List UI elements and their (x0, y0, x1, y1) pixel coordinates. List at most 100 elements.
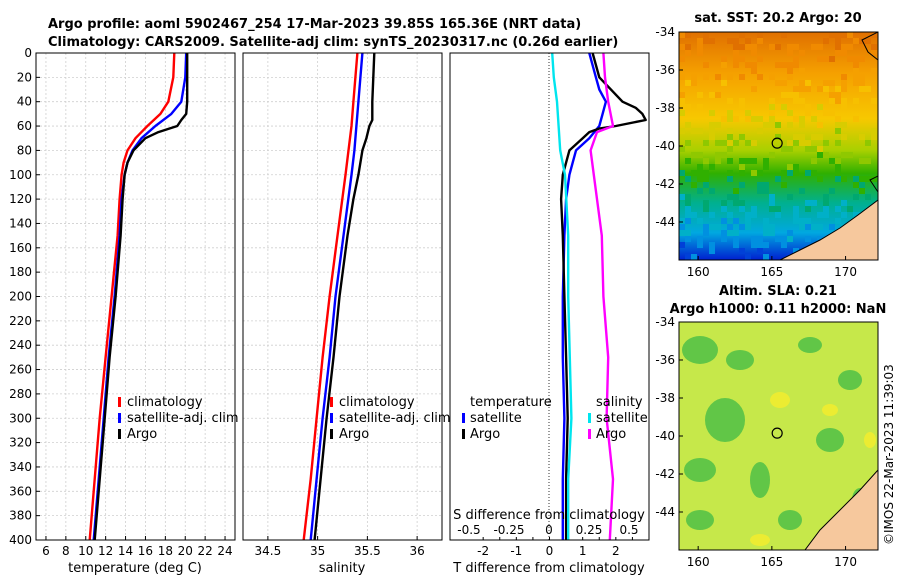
sst-cell (865, 86, 871, 92)
sst-cell (799, 116, 805, 122)
sst-cell (697, 170, 703, 176)
sst-cell (841, 44, 847, 50)
sst-cell (823, 206, 829, 212)
sst-cell (757, 236, 763, 242)
sst-cell (751, 44, 757, 50)
sst-cell (871, 32, 877, 38)
sst-cell (751, 50, 757, 56)
y-tick-label: -38 (655, 391, 675, 405)
sst-cell (865, 38, 871, 44)
sst-cell (679, 104, 685, 110)
sst-cell (751, 62, 757, 68)
sst-cell (733, 50, 739, 56)
sst-cell (757, 248, 763, 254)
sst-cell (841, 152, 847, 158)
sst-cell (793, 44, 799, 50)
sst-cell (751, 158, 757, 164)
x-tick-label: 34.5 (255, 544, 282, 558)
sst-cell (685, 200, 691, 206)
sst-cell (703, 74, 709, 80)
sst-cell (769, 104, 775, 110)
sst-cell (763, 242, 769, 248)
legend-t-argo: Argo (470, 427, 500, 442)
sst-cell (805, 140, 811, 146)
sst-cell (703, 140, 709, 146)
sst-cell (817, 176, 823, 182)
sla-anomaly (822, 404, 838, 416)
sst-cell (793, 218, 799, 224)
sst-cell (709, 188, 715, 194)
x-tick-label: 22 (198, 544, 213, 558)
sst-cell (787, 230, 793, 236)
sst-cell (685, 206, 691, 212)
sst-cell (859, 188, 865, 194)
sst-cell (697, 50, 703, 56)
sst-cell (679, 98, 685, 104)
sst-cell (775, 104, 781, 110)
sst-cell (751, 86, 757, 92)
sst-cell (733, 242, 739, 248)
legend-swatch-argo (330, 429, 333, 439)
sst-cell (721, 56, 727, 62)
y-tick-label: 400 (9, 533, 32, 547)
sst-cell (757, 116, 763, 122)
s-tick-label: -0.5 (457, 523, 480, 537)
sst-cell (709, 224, 715, 230)
s-tick-label: 0 (545, 523, 553, 537)
figure-title-line1: Argo profile: aoml 5902467_254 17-Mar-20… (48, 17, 581, 32)
sst-cell (697, 164, 703, 170)
sst-cell (811, 224, 817, 230)
y-tick-label: -34 (655, 315, 675, 329)
sst-cell (817, 86, 823, 92)
sst-cell (763, 218, 769, 224)
sst-cell (679, 146, 685, 152)
sst-cell (817, 56, 823, 62)
sst-cell (703, 62, 709, 68)
sst-cell (721, 218, 727, 224)
sst-cell (745, 44, 751, 50)
x-tick-label: 20 (178, 544, 193, 558)
sst-cell (829, 92, 835, 98)
sst-cell (787, 44, 793, 50)
sst-cell (793, 86, 799, 92)
sst-cell (835, 32, 841, 38)
sst-cell (733, 62, 739, 68)
sst-cell (793, 92, 799, 98)
sst-cell (769, 200, 775, 206)
sst-cell (733, 236, 739, 242)
sst-cell (835, 158, 841, 164)
x-tick-label: 12 (98, 544, 113, 558)
sst-cell (847, 32, 853, 38)
sst-cell (841, 98, 847, 104)
sst-cell (841, 74, 847, 80)
sla-anomaly (864, 432, 876, 448)
sst-cell (829, 158, 835, 164)
sst-cell (751, 242, 757, 248)
sst-cell (691, 170, 697, 176)
legend-climatology: climatology (339, 395, 415, 410)
difference-panel: -2 -1 0 1 2 -0.5 -0.25 0 0.25 0.5 S difference f… (449, 52, 650, 576)
sst-cell (691, 254, 697, 260)
sst-cell (787, 236, 793, 242)
argo-location-marker (771, 137, 783, 149)
series-line-t-argo (559, 52, 647, 540)
sst-cell (793, 212, 799, 218)
sst-cell (703, 170, 709, 176)
sst-cell (697, 128, 703, 134)
sst-cell (691, 152, 697, 158)
legend-swatch-t-satellite (462, 413, 465, 423)
sst-cell (733, 116, 739, 122)
sst-cell (817, 134, 823, 140)
sst-cell (841, 80, 847, 86)
salinity-panel: 34.5 35 35.5 36 salinity climatology satell… (242, 52, 451, 576)
x-tick-label: 24 (217, 544, 232, 558)
sst-cell (745, 62, 751, 68)
sst-cell (751, 170, 757, 176)
x-tick-label: 160 (687, 555, 710, 569)
sst-cell (685, 122, 691, 128)
sst-cell (703, 200, 709, 206)
sst-cell (697, 242, 703, 248)
sst-cell (835, 116, 841, 122)
sst-cell (823, 56, 829, 62)
s-tick-label: 0.25 (576, 523, 603, 537)
